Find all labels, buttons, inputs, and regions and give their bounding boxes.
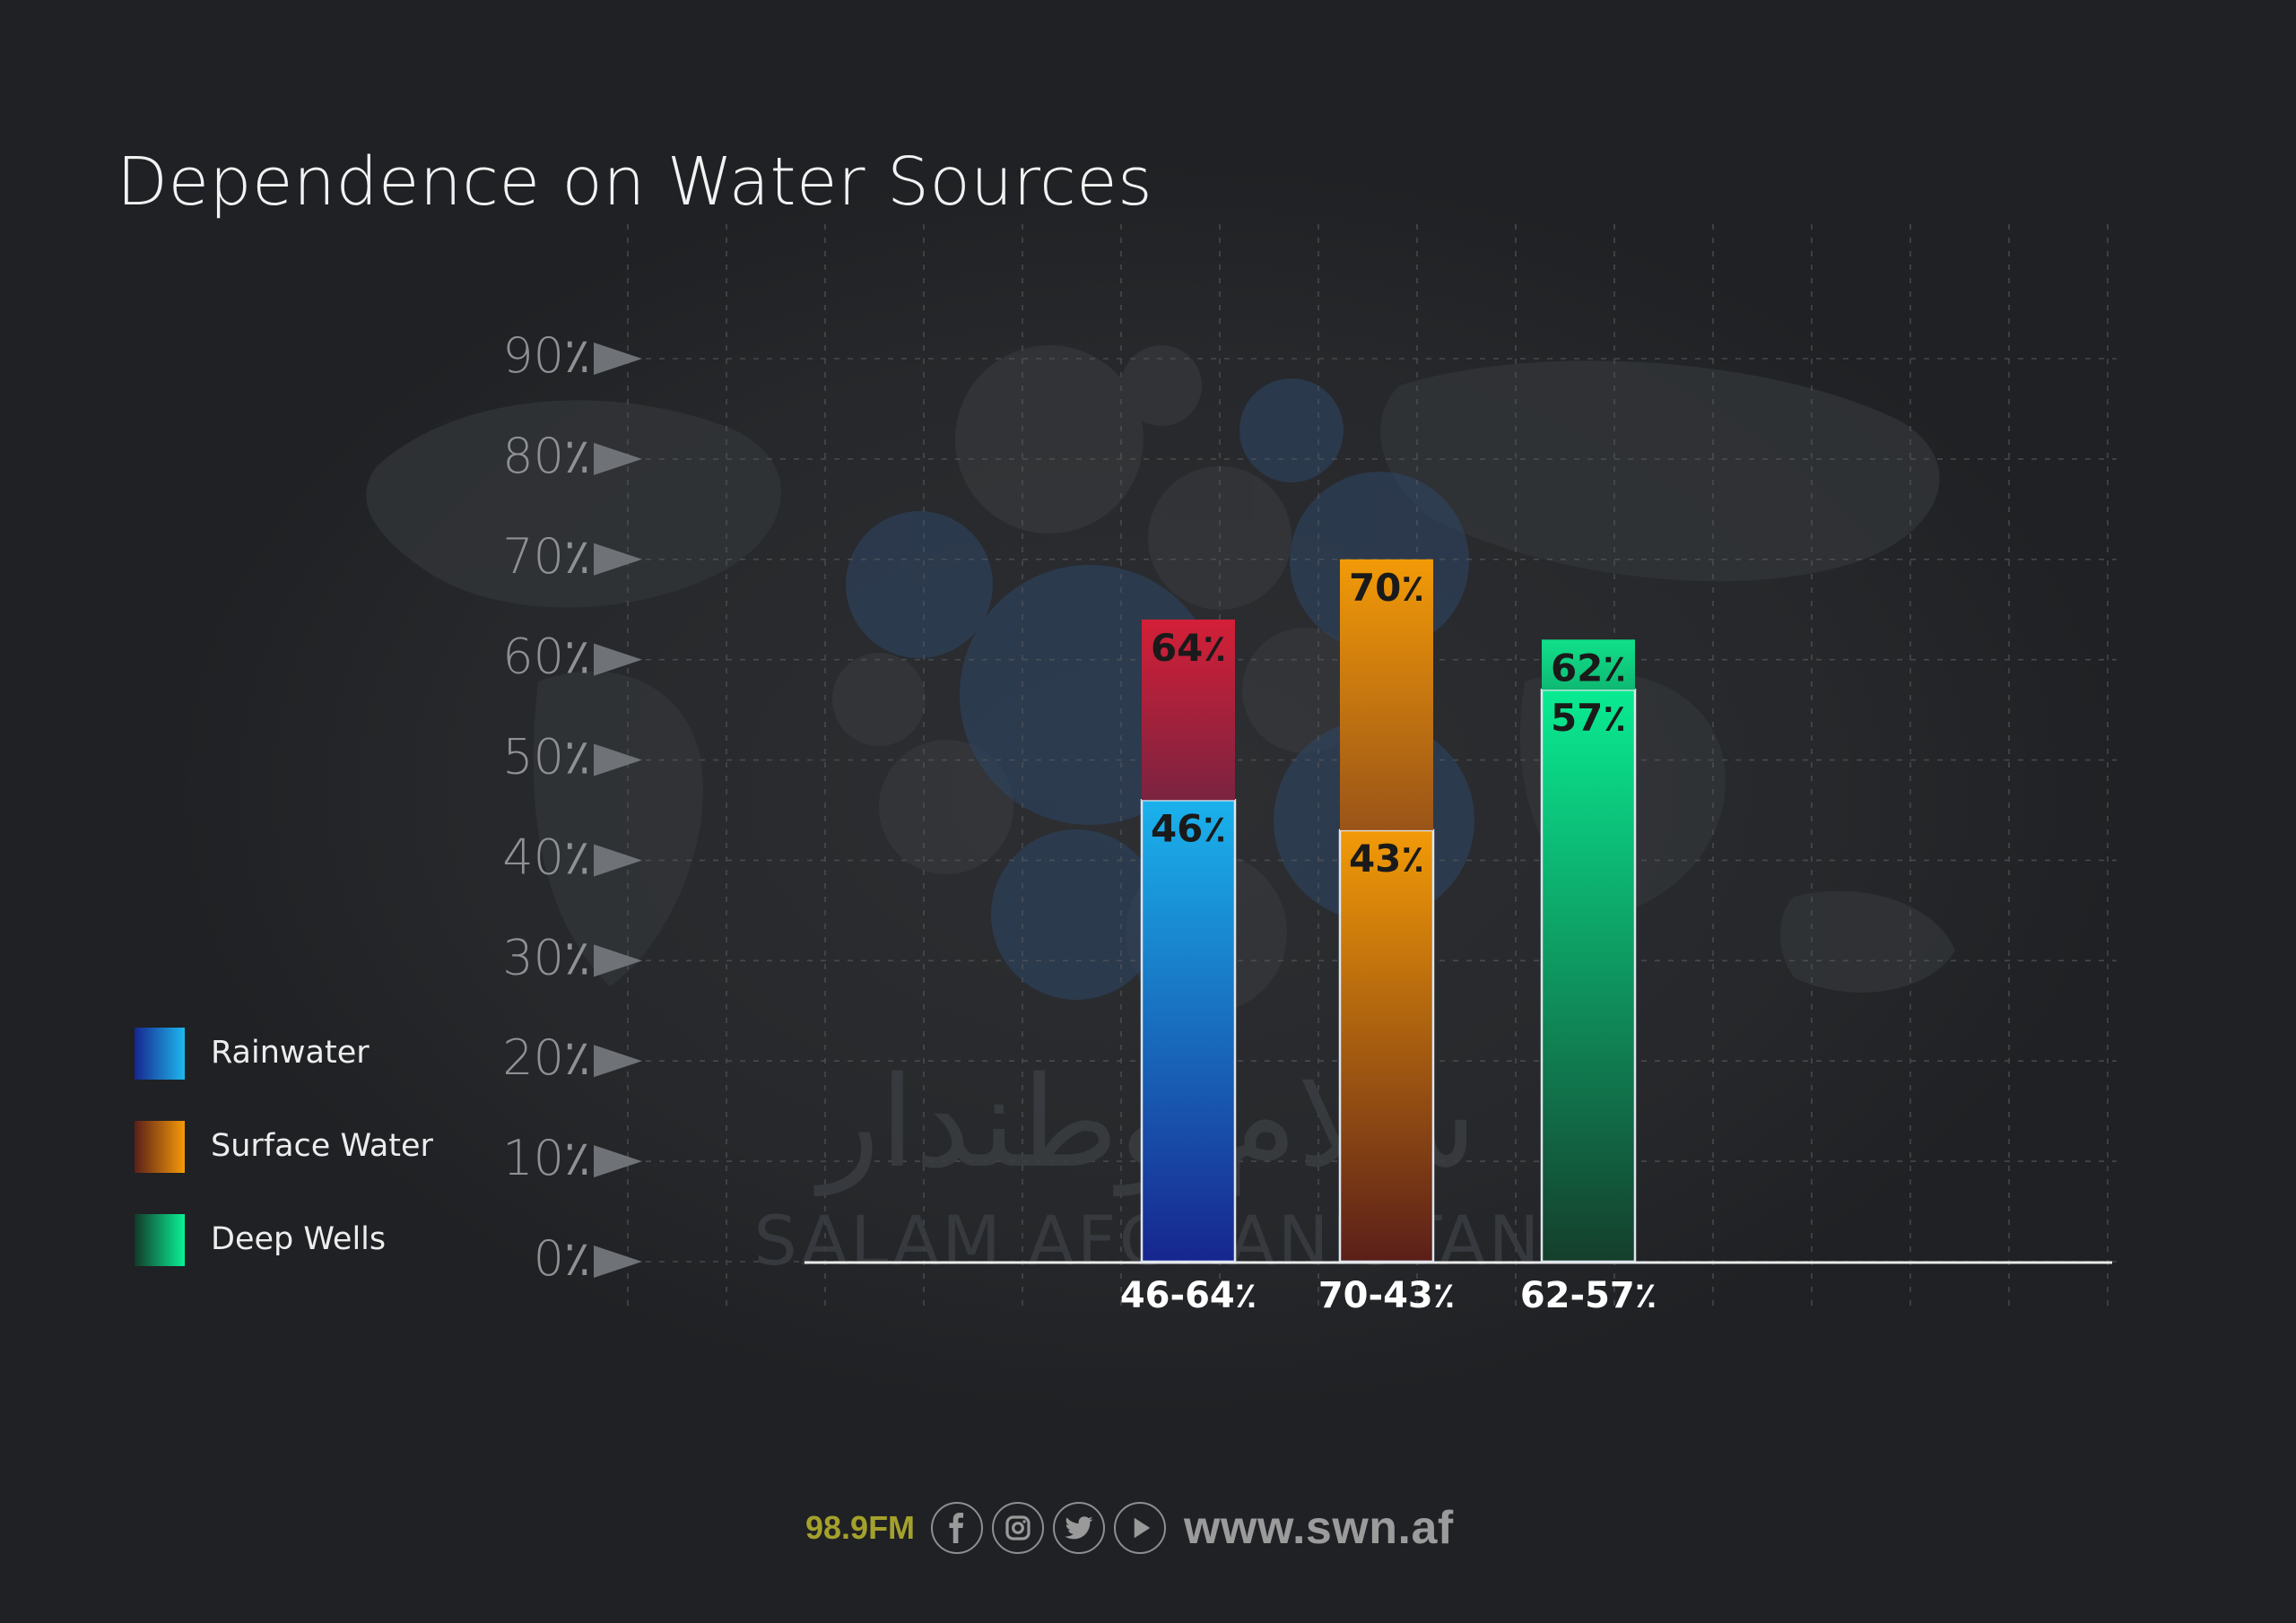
chart-title: Dependence on Water Sources	[117, 143, 1153, 221]
x-category-label: 46-64٪	[1120, 1275, 1257, 1316]
bar-segment-rainwater-lower	[1140, 799, 1237, 1263]
y-tick-arrow	[594, 844, 642, 877]
bar-segment-deep-wells-upper	[1542, 639, 1635, 690]
y-tick-arrow	[594, 1245, 642, 1278]
footer: 98.9FM www.swn.af	[805, 1499, 1454, 1557]
legend-swatch-surface-water	[135, 1121, 185, 1173]
bar-segment-surface-water-lower	[1338, 829, 1435, 1263]
bar-value-label: 70٪	[1349, 566, 1424, 610]
y-tick-label: 0٪	[534, 1230, 590, 1287]
y-tick-label: 30٪	[502, 929, 590, 985]
bar-value-label: 62٪	[1551, 646, 1626, 690]
y-tick-label: 50٪	[502, 729, 590, 785]
bar-value-label: 64٪	[1151, 626, 1226, 670]
twitter-icon[interactable]	[1053, 1502, 1106, 1554]
x-category-label: 70-43٪	[1318, 1275, 1455, 1316]
instagram-icon[interactable]	[992, 1502, 1045, 1554]
y-tick-label: 40٪	[502, 829, 590, 885]
facebook-icon[interactable]	[931, 1502, 984, 1554]
bar-value-label: 57٪	[1551, 696, 1626, 740]
website-url[interactable]: www.swn.af	[1184, 1502, 1454, 1554]
y-tick-arrow	[594, 944, 642, 977]
y-tick-arrow	[594, 743, 642, 777]
y-tick-label: 90٪	[502, 327, 590, 384]
y-tick-arrow	[594, 1145, 642, 1178]
legend-label-rainwater: Rainwater	[211, 1035, 370, 1071]
bar-value-label: 43٪	[1349, 837, 1424, 881]
bar-value-label: 46٪	[1151, 806, 1226, 850]
play-icon[interactable]	[1114, 1502, 1167, 1554]
y-tick-label: 60٪	[502, 629, 590, 685]
legend-label-surface-water: Surface Water	[211, 1128, 433, 1164]
legend-label-deep-wells: Deep Wells	[211, 1221, 387, 1257]
bar-segment-surface-water-upper	[1340, 559, 1433, 830]
y-tick-label: 20٪	[502, 1029, 590, 1086]
radio-frequency: 98.9FM	[805, 1509, 916, 1546]
y-tick-arrow	[594, 643, 642, 676]
legend-swatch-rainwater	[135, 1028, 185, 1080]
y-tick-arrow	[594, 542, 642, 576]
y-tick-arrow	[594, 343, 642, 375]
y-tick-label: 70٪	[502, 528, 590, 585]
legend-swatch-deep-wells	[135, 1214, 185, 1266]
y-tick-label: 80٪	[502, 428, 590, 484]
y-tick-arrow	[594, 442, 642, 475]
bar-segment-rainwater-upper	[1142, 619, 1235, 801]
x-category-label: 62-57٪	[1520, 1275, 1657, 1316]
y-tick-arrow	[594, 1045, 642, 1078]
y-tick-label: 10٪	[502, 1130, 590, 1186]
bar-segment-deep-wells-lower	[1540, 688, 1637, 1263]
